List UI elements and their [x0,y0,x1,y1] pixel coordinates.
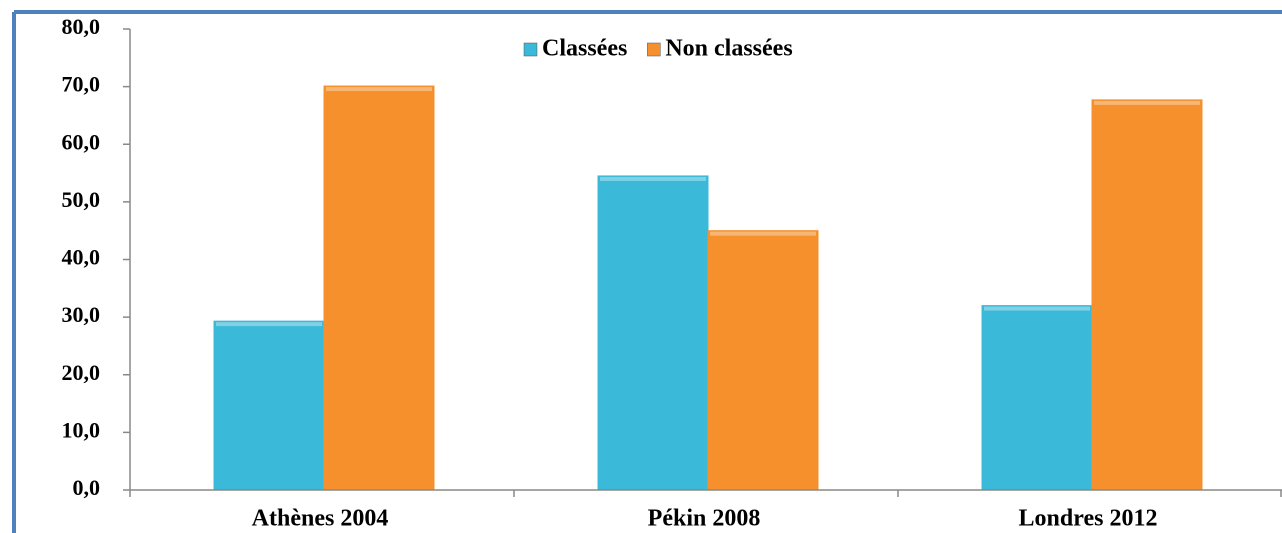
bar-shade [598,175,708,490]
bar-shade [214,321,324,490]
legend-label: Classées [542,36,627,62]
y-tick-label: 80,0 [62,14,101,39]
legend-label: Non classées [665,36,792,62]
x-tick-label: Athènes 2004 [252,506,389,532]
bar-shade [324,86,434,490]
y-tick-label: 50,0 [62,187,101,212]
y-tick-label: 0,0 [73,475,101,500]
bar-highlight [710,231,816,236]
y-tick-label: 60,0 [62,129,101,154]
y-tick-label: 20,0 [62,360,101,385]
legend-swatch [647,42,661,57]
bar-highlight [216,322,322,327]
bar-highlight [1094,100,1200,105]
x-tick-label: Londres 2012 [1019,506,1158,532]
y-tick-label: 30,0 [62,302,101,327]
legend-swatch [523,42,538,57]
y-tick-label: 70,0 [62,72,101,97]
bar-highlight [984,306,1090,311]
bar-shade [708,230,818,490]
x-tick-label: Pékin 2008 [648,506,761,532]
bar-highlight [600,176,706,181]
bar-highlight [326,87,432,92]
bar-shade [982,305,1092,490]
y-tick-label: 10,0 [62,417,101,442]
bar-shade [1092,99,1202,490]
y-tick-label: 40,0 [62,245,101,270]
